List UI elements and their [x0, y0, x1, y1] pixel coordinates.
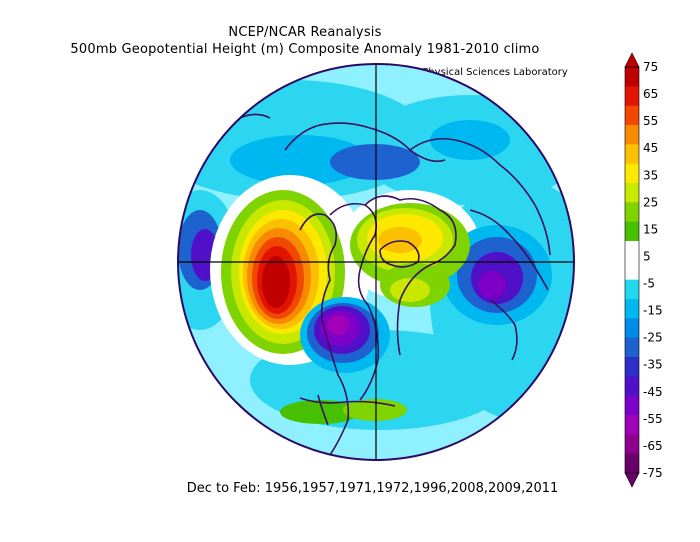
colorbar-tick-label: 55 — [643, 114, 658, 128]
colorbar-swatch — [625, 163, 639, 184]
colorbar-frame — [624, 66, 640, 474]
colorbar-swatch — [625, 86, 639, 107]
map-axes — [178, 64, 574, 460]
colorbar-swatch — [625, 105, 639, 126]
colorbar-tick-label: -15 — [643, 304, 663, 318]
colorbar-swatch — [625, 453, 639, 474]
coastlines — [234, 113, 551, 456]
map-title: NCEP/NCAR Reanalysis — [228, 25, 382, 40]
colorbar-tick-label: -65 — [643, 439, 663, 453]
colorbar-swatch — [625, 357, 639, 377]
colorbar-tick-label: -45 — [643, 385, 663, 399]
colorbar-tick-label: -75 — [643, 466, 663, 480]
colorbar-top-arrow — [624, 52, 640, 68]
colorbar-swatch — [625, 279, 639, 300]
map-subtitle: 500mb Geopotential Height (m) Composite … — [70, 42, 540, 57]
colorbar-tick-label: 75 — [643, 60, 658, 74]
colorbar-swatch — [625, 202, 639, 223]
colorbar: 75 65 55 45 35 25 15 5 -5 -15 -25 -35 -45 -55 -65 -75 — [624, 52, 663, 488]
colorbar-tick-label: 15 — [643, 222, 658, 236]
composite-years-label: Dec to Feb: 1956,1957,1971,1972,1996,200… — [186, 481, 559, 496]
colorbar-tick-label: 35 — [643, 168, 658, 182]
colorbar-tick-label: -55 — [643, 412, 663, 426]
colorbar-swatch — [625, 183, 639, 203]
colorbar-swatch — [625, 434, 639, 455]
colorbar-swatch — [625, 376, 639, 397]
colorbar-tick-label: 25 — [643, 195, 658, 209]
map-boundary — [177, 63, 575, 461]
colorbar-swatch — [625, 144, 639, 165]
colorbar-swatch — [625, 221, 639, 242]
colorbar-tick-label: 45 — [643, 141, 658, 155]
colorbar-tick-label: 5 — [643, 249, 651, 263]
colorbar-tick-label: -25 — [643, 331, 663, 345]
colorbar-tick-label: -35 — [643, 358, 663, 372]
colorbar-swatch — [625, 125, 639, 145]
polar-stereographic-map — [177, 63, 575, 461]
colorbar-swatch — [625, 260, 639, 281]
colorbar-swatch — [625, 299, 639, 319]
colorbar-tick-label: 65 — [643, 87, 658, 101]
colorbar-swatch — [625, 415, 639, 435]
colorbar-tick-label: -5 — [643, 277, 655, 291]
colorbar-swatch — [625, 337, 639, 358]
colorbar-swatch — [625, 318, 639, 339]
colorbar-swatch — [625, 67, 639, 87]
colorbar-swatch — [625, 241, 639, 261]
colorbar-swatch — [625, 395, 639, 416]
